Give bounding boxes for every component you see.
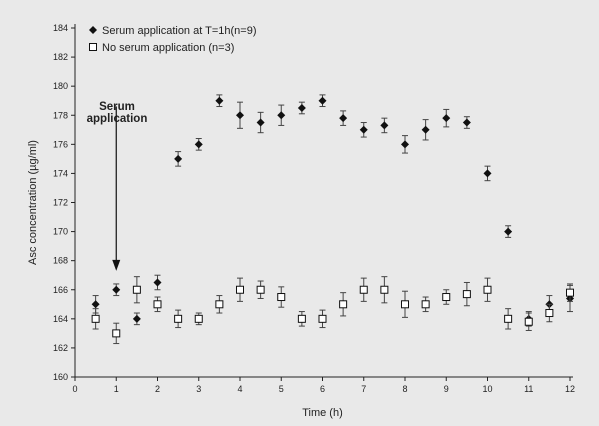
annotation-line-2: application: [87, 113, 148, 125]
x-tick-label: 7: [361, 384, 366, 394]
data-point: [339, 114, 348, 123]
data-point: [462, 118, 471, 127]
data-point: [442, 293, 451, 302]
serum-application-annotation: Serum application: [87, 101, 148, 271]
data-point: [112, 329, 121, 338]
data-point: [194, 314, 203, 323]
y-tick-label: 172: [53, 198, 68, 208]
x-tick-label: 0: [72, 384, 77, 394]
x-tick-label: 3: [196, 384, 201, 394]
legend-label-serum: Serum application at T=1h(n=9): [102, 25, 257, 37]
data-point: [277, 111, 286, 120]
data-point: [339, 300, 348, 309]
legend: Serum application at T=1h(n=9) No serum …: [89, 25, 257, 54]
data-point: [566, 288, 574, 297]
data-point: [421, 125, 430, 134]
legend-label-no-serum: No serum application (n=3): [102, 42, 234, 54]
data-point: [380, 285, 389, 294]
legend-marker-no-serum: [89, 43, 97, 51]
data-point: [483, 285, 492, 294]
x-tick-label: 11: [524, 384, 533, 394]
y-tick-label: 176: [53, 139, 68, 149]
data-point: [153, 278, 162, 287]
data-point: [91, 300, 100, 309]
x-tick-label: 12: [565, 384, 575, 394]
x-tick-label: 8: [402, 384, 407, 394]
data-point: [153, 300, 162, 309]
y-tick-label: 166: [53, 285, 68, 295]
y-tick-label: 168: [53, 256, 68, 266]
data-point: [401, 140, 409, 149]
data-point: [297, 314, 306, 323]
data-point: [215, 96, 224, 105]
data-point: [236, 285, 244, 294]
x-tick-label: 1: [114, 384, 119, 394]
y-tick-label: 164: [53, 314, 68, 324]
data-point: [380, 121, 389, 130]
data-point: [174, 154, 183, 163]
x-tick-label: 10: [482, 384, 492, 394]
data-point: [256, 285, 265, 294]
x-tick-label: 6: [320, 384, 325, 394]
y-axis-title: Asc concentration (µg/ml): [27, 140, 39, 265]
y-tick-label: 182: [53, 52, 68, 62]
data-point: [215, 300, 224, 309]
x-tick-label: 5: [279, 384, 284, 394]
annotation-line-1: Serum: [99, 101, 135, 113]
data-point: [359, 285, 368, 294]
data-point: [297, 103, 306, 112]
x-axis-title: Time (h): [302, 407, 343, 419]
data-point: [236, 111, 244, 120]
data-point: [504, 227, 513, 236]
data-point: [401, 300, 409, 309]
y-tick-label: 180: [53, 81, 68, 91]
data-point: [132, 314, 141, 323]
series-serum: [91, 94, 574, 327]
data-point: [504, 314, 513, 323]
y-tick-label: 178: [53, 110, 68, 120]
data-point: [421, 300, 430, 309]
data-point: [318, 314, 327, 323]
data-point: [442, 114, 451, 123]
data-point: [524, 317, 533, 326]
data-point: [174, 314, 183, 323]
data-point: [545, 309, 554, 318]
data-point: [194, 140, 203, 149]
y-tick-label: 160: [53, 372, 68, 382]
series-no-serum: [91, 276, 574, 345]
data-point: [112, 285, 121, 294]
data-point: [462, 290, 471, 299]
y-tick-label: 174: [53, 168, 68, 178]
annotation-arrow-head: [112, 259, 121, 271]
data-point: [132, 285, 141, 294]
x-tick-label: 4: [237, 384, 242, 394]
data-point: [483, 169, 492, 178]
x-tick-label: 9: [444, 384, 449, 394]
data-point: [91, 314, 100, 323]
axes: 1601621641661681701721741761781801821840…: [53, 23, 575, 394]
y-tick-label: 162: [53, 343, 68, 353]
y-tick-label: 170: [53, 227, 68, 237]
data-marks: [91, 94, 574, 345]
data-point: [318, 96, 327, 105]
data-point: [277, 293, 286, 302]
data-point: [359, 125, 368, 134]
legend-marker-serum: [89, 26, 97, 34]
x-tick-label: 2: [155, 384, 160, 394]
y-tick-label: 184: [53, 23, 68, 33]
data-point: [256, 118, 265, 127]
